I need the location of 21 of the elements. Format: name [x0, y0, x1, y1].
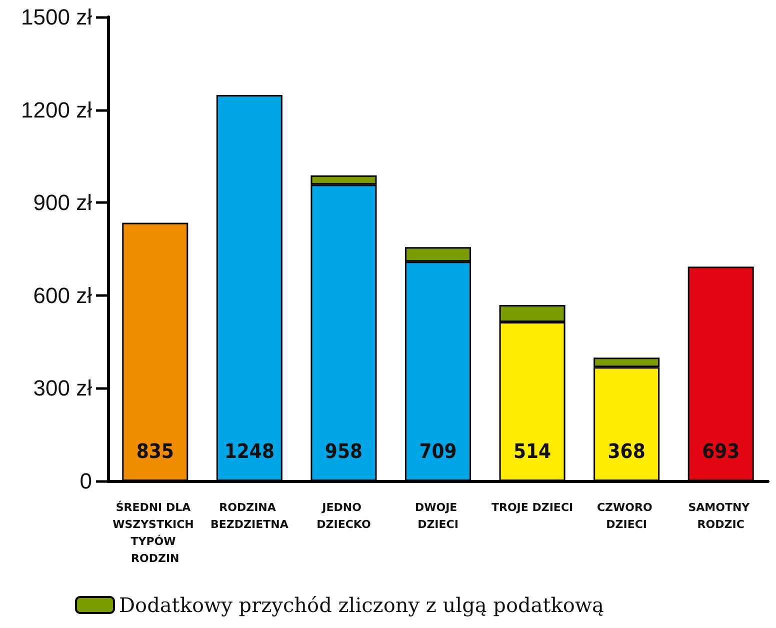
x-tick-label: JEDNO DZIECKO: [316, 501, 371, 531]
y-tick-label: 900 zł: [33, 190, 92, 216]
y-tick-label: 1200 zł: [21, 97, 92, 122]
data-label: 368: [608, 439, 646, 463]
x-tick-label: SAMOTNY RODZIC: [688, 501, 754, 531]
legend-label: Dodatkowy przychód zliczony z ulgą podatkową: [119, 593, 604, 617]
y-tick-label: 1500 zł: [21, 4, 92, 30]
x-tick-label: TROJE DZIECI: [491, 501, 574, 514]
y-tick-label: 600 zł: [33, 282, 92, 308]
x-tick-label: ŚREDNI DLA WSZYSTKICH TYPÓW RODZIN: [112, 500, 198, 565]
y-tick-label: 300 zł: [33, 376, 92, 401]
y-tick-label: 0: [80, 468, 92, 494]
x-tick-label: DWOJE DZIECI: [414, 501, 462, 531]
x-tick-label: CZWORO DZIECI: [596, 501, 656, 531]
data-label: 1248: [224, 439, 274, 463]
data-label: 693: [702, 439, 740, 463]
data-label: 958: [324, 439, 362, 463]
data-label: 709: [419, 439, 457, 463]
data-label: 835: [136, 439, 174, 463]
data-label: 514: [514, 439, 552, 463]
x-tick-label: RODZINA BEZDZIETNA: [210, 501, 289, 531]
